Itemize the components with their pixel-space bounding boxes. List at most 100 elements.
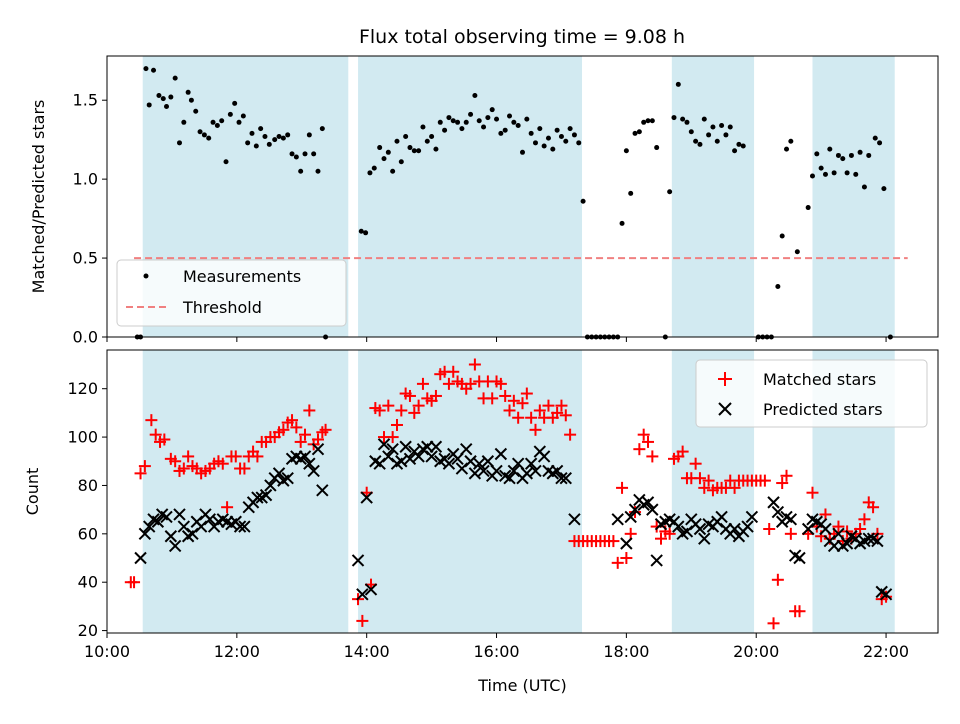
matched-star-point — [447, 365, 460, 378]
measurement-point — [358, 228, 364, 234]
predicted-star-point — [693, 522, 707, 536]
predicted-star-stroke-b — [520, 467, 534, 480]
ratio-y-tick-label: 0.5 — [73, 249, 98, 268]
measurement-point — [701, 116, 707, 122]
matched-star-point — [303, 404, 316, 417]
measurement-point — [302, 151, 308, 157]
predicted-star-stroke-b — [382, 450, 395, 463]
measurement-point — [710, 124, 716, 130]
count-y-tick-label: 40 — [78, 573, 98, 592]
matched-star-point — [229, 450, 242, 463]
matched-star-point — [138, 460, 151, 473]
matched-star-point — [395, 404, 408, 417]
matched-star-point — [177, 462, 190, 475]
predicted-star-point — [555, 471, 568, 485]
measurement-point — [188, 97, 194, 103]
predicted-star-stroke-b — [702, 517, 715, 531]
predicted-star-point — [646, 503, 659, 516]
matched-star-point — [776, 477, 789, 490]
measurement-point — [580, 198, 586, 204]
matched-star-point — [767, 617, 780, 630]
measurement-point — [311, 151, 317, 157]
count-y-tick-label: 100 — [67, 428, 98, 447]
measurement-point — [827, 146, 833, 152]
measurement-point — [788, 138, 794, 144]
measurement-point — [181, 119, 187, 125]
predicted-star-stroke-b — [879, 588, 893, 601]
predicted-star-stroke-b — [810, 515, 824, 528]
predicted-star-point — [473, 457, 486, 470]
predicted-star-stroke-b — [793, 551, 806, 565]
predicted-star-stroke-b — [138, 527, 152, 541]
count-axis-ticks: 20 40 60 80 100 120 10:00 12:00 14:00 16:00 18:00 2… — [67, 379, 909, 661]
measurement-point — [649, 118, 655, 124]
measurement-point — [636, 129, 642, 135]
measurement-point — [545, 135, 551, 141]
predicted-star-point — [151, 515, 165, 528]
predicted-star-stroke-b — [442, 457, 456, 470]
matched-star-point — [442, 377, 455, 390]
predicted-star-point — [715, 510, 728, 524]
predicted-star-point — [879, 588, 893, 601]
measurement-point — [289, 151, 295, 157]
predicted-star-stroke-b — [238, 520, 251, 533]
measurement-point — [866, 152, 872, 158]
predicted-star-point — [784, 513, 798, 526]
predicted-star-stroke-b — [871, 534, 884, 548]
measurement-point — [619, 220, 625, 226]
predicted-star-stroke-b — [788, 549, 802, 562]
matched-star-point — [620, 552, 633, 565]
predicted-star-stroke-b — [351, 554, 365, 567]
predicted-star-stroke-b — [537, 450, 551, 463]
measurement-point — [654, 145, 660, 151]
predicted-star-stroke-b — [663, 513, 676, 526]
predicted-star-stroke-b — [377, 438, 391, 451]
count-y-axis-label: Count — [23, 468, 42, 516]
predicted-star-point — [264, 479, 277, 492]
matched-star-point — [486, 392, 499, 405]
matched-star-point — [533, 404, 546, 417]
measurement-point — [537, 126, 543, 132]
predicted-star-point — [537, 450, 551, 463]
predicted-star-stroke-b — [745, 510, 759, 524]
predicted-star-point — [386, 442, 399, 456]
predicted-star-point — [377, 438, 391, 451]
legend-measurements-marker — [143, 273, 149, 279]
measurement-point — [420, 124, 426, 130]
predicted-star-stroke-b — [620, 537, 633, 550]
measurement-point — [736, 141, 742, 147]
predicted-star-stroke-b — [311, 442, 325, 456]
predicted-star-stroke-b — [303, 457, 316, 470]
predicted-star-point — [311, 442, 325, 456]
matched-star-point — [356, 614, 369, 627]
measurements-series — [134, 66, 893, 340]
measurement-point — [571, 132, 577, 138]
predicted-star-point — [164, 530, 178, 543]
predicted-star-stroke-b — [360, 491, 373, 504]
predicted-star-point — [741, 520, 754, 533]
predicted-star-point — [503, 471, 516, 485]
matched-star-point — [616, 481, 629, 494]
time-x-tick-label: 12:00 — [214, 642, 260, 661]
predicted-star-point — [819, 522, 832, 536]
matched-star-point — [464, 377, 477, 390]
predicted-star-stroke-b — [866, 532, 880, 545]
predicted-star-stroke-b — [468, 467, 482, 480]
matched-star-point — [793, 605, 806, 618]
predicted-star-stroke-b — [693, 522, 707, 536]
measurement-point — [645, 118, 651, 124]
time-x-tick-label: 22:00 — [863, 642, 909, 661]
predicted-star-stroke-b — [251, 491, 264, 504]
matched-star-point — [494, 377, 507, 390]
matched-star-point — [251, 450, 264, 463]
predicted-star-point — [620, 537, 633, 550]
matched-star-point — [763, 522, 776, 535]
measurement-point — [554, 127, 560, 133]
predicted-star-point — [364, 583, 378, 596]
matched-star-point — [676, 445, 689, 458]
matched-star-point — [637, 428, 650, 441]
predicted-star-stroke-b — [429, 440, 443, 453]
measurement-point — [881, 186, 887, 192]
count-y-tick-label: 20 — [78, 621, 98, 640]
measurement-point — [489, 107, 495, 113]
